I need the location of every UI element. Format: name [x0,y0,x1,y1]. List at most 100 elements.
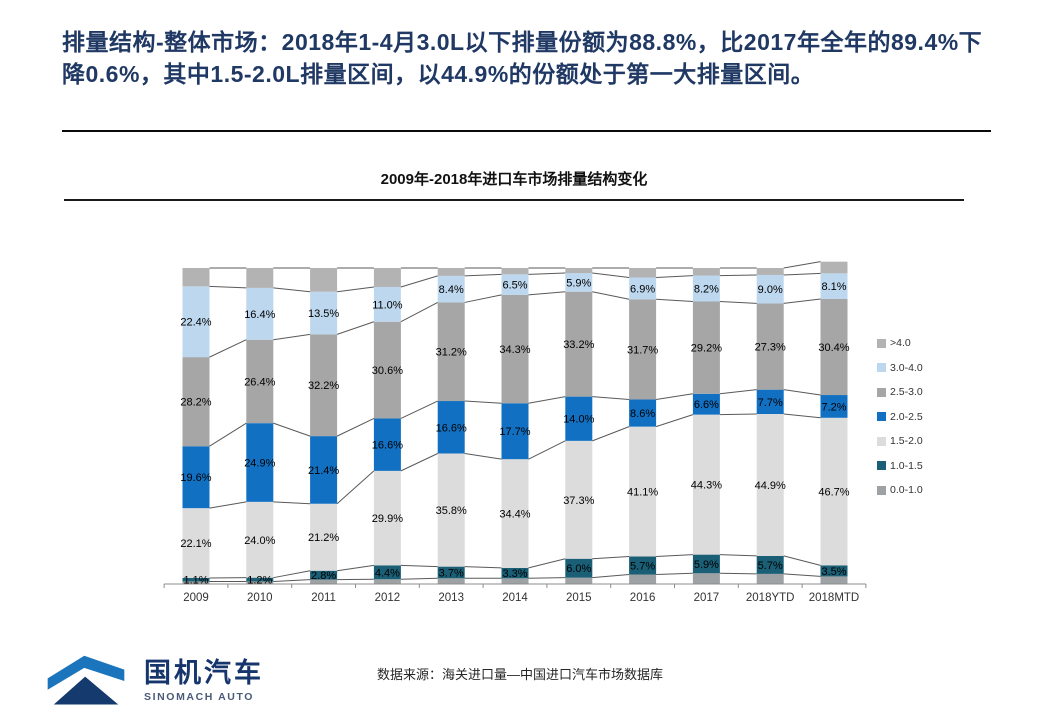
bar-label-2.0-2.5-2013: 16.6% [436,422,467,434]
x-axis-label: 2018MTD [809,592,860,604]
bar-segment->4.0-2011 [310,268,338,292]
x-axis-label: 2018YTD [746,592,795,604]
connector-line [400,453,438,472]
connector-line [273,287,311,293]
connector-line [464,452,502,460]
connector-line [783,413,821,419]
bar-segment-2.0-2.5-2014 [501,403,529,460]
bar-label-1.0-1.5-2015: 6.0% [566,563,591,575]
legend-item-1.0-1.5: 1.0-1.5 [877,454,947,479]
bar-segment-2.5-3.0-2017 [692,301,720,394]
bar-segment-2.0-2.5-2017 [692,393,720,415]
bar-segment-3.0-4.0-2010 [246,287,274,340]
bar-segment-3.0-4.0-2013 [437,275,465,303]
connector-line [400,400,438,419]
bar-segment->4.0-2017 [692,268,720,276]
bar-label-2.0-2.5-2014: 17.7% [499,426,530,438]
bar-segment-1.0-1.5-2010 [246,577,274,582]
bar-segment-2.5-3.0-2018MTD [820,298,848,396]
connector-line [656,298,693,302]
bar-segment-0.0-1.0-2011 [310,579,338,584]
logo-text: 国机汽车 SINOMACH AUTO [144,659,264,703]
bar-segment->4.0-2012 [373,268,401,287]
bar-segment-1.5-2.0-2015 [565,440,593,559]
bar-segment-1.5-2.0-2018MTD [820,417,848,566]
connector-line [336,417,375,437]
bar-label-3.0-4.0-2011: 13.5% [308,308,339,320]
bar-segment-3.0-4.0-2014 [501,274,529,295]
bar-label-2.5-3.0-2010: 26.4% [244,376,275,388]
stacked-bar-chart: 2009 2010 2011 2012 2013 2014 2015 2016 2017 2018… [163,261,867,604]
legend-swatch-icon [877,436,886,446]
bar-label-1.5-2.0-2009: 22.1% [180,538,211,550]
bar-label-2.0-2.5-2016: 8.6% [630,408,655,420]
bar-label-1.5-2.0-2011: 21.2% [308,532,339,544]
bar-label-2.5-3.0-2018MTD: 30.4% [818,342,849,354]
bar-segment-0.0-1.0-2009 [182,581,210,584]
bar-label-3.0-4.0-2018YTD: 9.0% [758,284,783,296]
connector-line [337,564,374,572]
bar-label-1.5-2.0-2018YTD: 44.9% [755,480,786,492]
connector-line [656,572,693,576]
bar-segment-2.0-2.5-2013 [437,401,465,454]
connector-line [400,302,438,323]
legend-label: 1.0-1.5 [890,459,923,472]
connector-line [464,294,502,303]
connector-line [528,558,566,569]
connector-line [273,333,311,341]
bar-segment-0.0-1.0-2013 [437,578,465,584]
bar-segment-3.0-4.0-2017 [692,275,720,302]
bar-segment-0.0-1.0-2016 [629,574,657,584]
x-axis-label: 2011 [311,592,336,604]
connector-line [209,422,247,447]
headline-divider [62,130,991,132]
bar-segment-2.0-2.5-2015 [565,396,593,441]
bar-segment-0.0-1.0-2018MTD [820,576,848,584]
legend-item-1.5-2.0: 1.5-2.0 [877,429,947,454]
bar-segment-1.5-2.0-2012 [373,470,401,566]
bar-segment->4.0-2016 [629,268,657,278]
bar-label-1.0-1.5-2016: 5.7% [630,561,655,573]
bar-segment-2.5-3.0-2009 [182,357,210,447]
connector-line [783,298,821,304]
bar-label-1.5-2.0-2018MTD: 46.7% [818,487,849,499]
bar-segment-2.5-3.0-2013 [437,302,465,402]
legend-item-0.0-1.0: 0.0-1.0 [877,478,947,503]
connector-line [400,564,438,568]
bar-label-1.0-1.5-2009: 1.1% [183,575,208,587]
legend-swatch-icon [877,338,886,348]
bar-label-1.5-2.0-2012: 29.9% [372,513,403,525]
bar-segment-2.5-3.0-2012 [373,321,401,419]
bar-label-2.5-3.0-2015: 33.2% [563,339,594,351]
bar-segment-2.5-3.0-2011 [310,334,338,437]
bar-label-3.0-4.0-2018MTD: 8.1% [821,281,846,293]
legend-label: 0.0-1.0 [890,484,923,497]
bar-segment-3.0-4.0-2018MTD [820,273,848,299]
bar-segment-1.0-1.5-2011 [310,570,338,580]
bar-label-1.0-1.5-2011: 2.8% [311,570,336,582]
bar-label-1.5-2.0-2010: 24.0% [244,535,275,547]
x-axis-label: 2010 [247,592,273,604]
bar-label-3.0-4.0-2012: 11.0% [372,299,403,311]
bar-label-2.5-3.0-2012: 30.6% [372,365,403,377]
bar-segment-2.0-2.5-2010 [246,423,274,502]
legend-swatch-icon [877,387,886,397]
bar-segment-1.0-1.5-2018MTD [820,565,848,577]
bar-label-1.0-1.5-2018MTD: 3.5% [821,566,846,578]
connector-line [528,577,566,579]
bar-label-1.0-1.5-2010: 1.2% [247,575,272,587]
bar-segment-2.0-2.5-2018MTD [820,395,848,418]
connector-line [528,291,566,296]
bar-segment-1.0-1.5-2009 [182,577,210,582]
connector-line [273,570,311,579]
connector-line [783,261,821,269]
bar-segment-3.0-4.0-2011 [310,291,338,335]
legend-swatch-icon [877,363,886,373]
bar-segment-3.0-4.0-2016 [629,277,657,300]
connector-line [336,321,375,335]
connector-line [783,573,821,577]
bar-segment-2.0-2.5-2018YTD [756,389,784,414]
bar-segment-1.5-2.0-2018YTD [756,413,784,556]
bar-label-2.5-3.0-2013: 31.2% [436,347,467,359]
connector-line [464,400,502,404]
